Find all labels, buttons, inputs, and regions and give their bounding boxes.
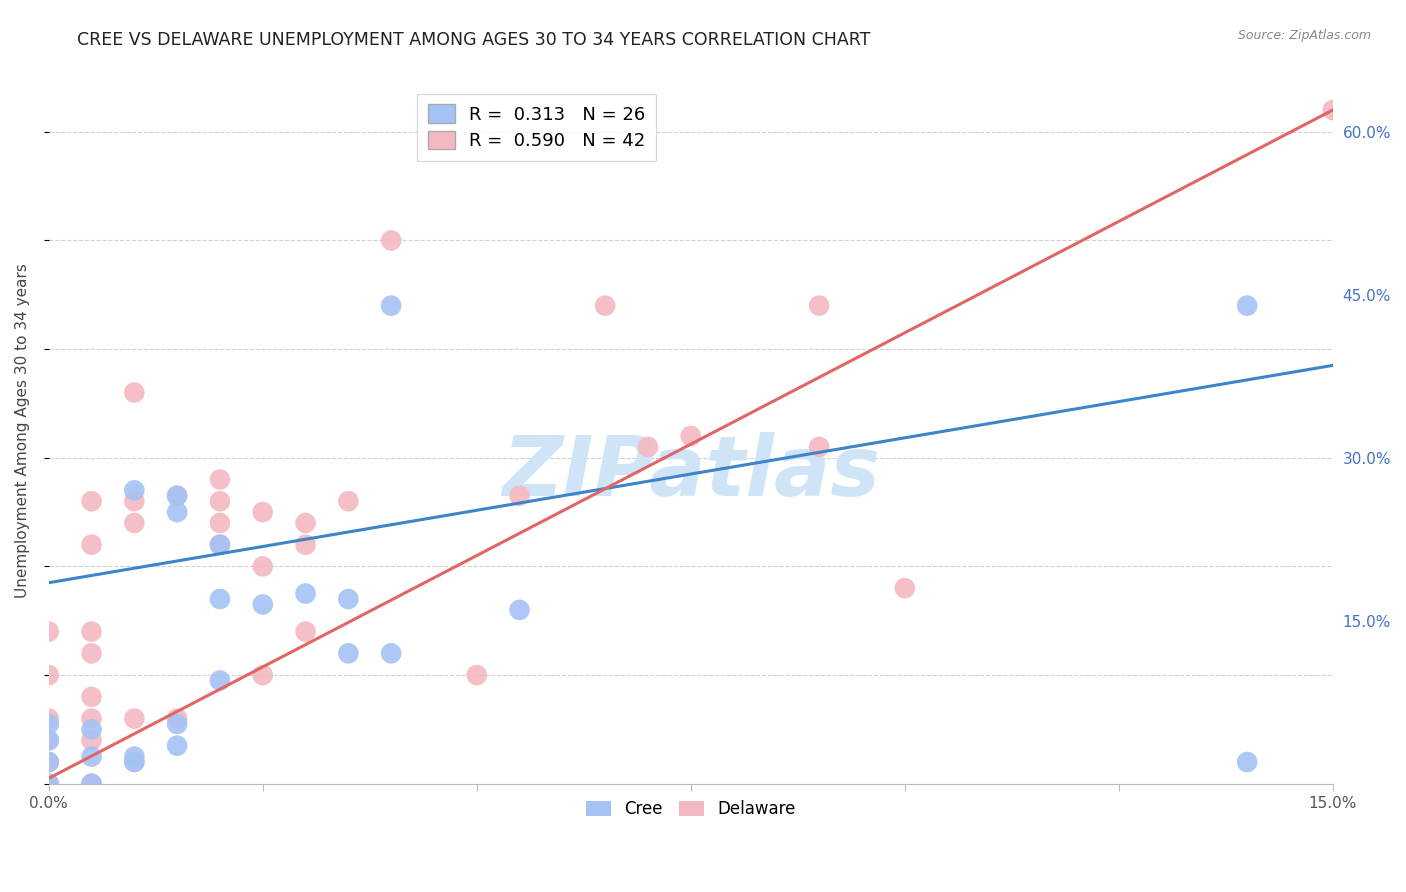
Point bbox=[80, 646, 103, 660]
Point bbox=[124, 516, 146, 530]
Point bbox=[166, 505, 188, 519]
Point bbox=[380, 299, 402, 313]
Point bbox=[337, 592, 360, 607]
Point bbox=[38, 717, 60, 731]
Point bbox=[166, 489, 188, 503]
Point bbox=[124, 749, 146, 764]
Point bbox=[679, 429, 702, 443]
Point bbox=[294, 538, 316, 552]
Point bbox=[894, 581, 917, 595]
Point bbox=[1236, 755, 1258, 769]
Point bbox=[808, 299, 831, 313]
Point bbox=[509, 489, 531, 503]
Point bbox=[80, 749, 103, 764]
Point bbox=[252, 598, 274, 612]
Point bbox=[38, 733, 60, 747]
Point bbox=[166, 717, 188, 731]
Point bbox=[38, 755, 60, 769]
Point bbox=[637, 440, 659, 454]
Point bbox=[80, 538, 103, 552]
Point bbox=[294, 516, 316, 530]
Text: ZIPatlas: ZIPatlas bbox=[502, 433, 880, 514]
Point bbox=[1236, 299, 1258, 313]
Point bbox=[208, 592, 231, 607]
Point bbox=[38, 777, 60, 791]
Point bbox=[124, 483, 146, 498]
Point bbox=[208, 494, 231, 508]
Text: Source: ZipAtlas.com: Source: ZipAtlas.com bbox=[1237, 29, 1371, 42]
Point bbox=[38, 733, 60, 747]
Point bbox=[38, 624, 60, 639]
Point bbox=[337, 646, 360, 660]
Point bbox=[80, 723, 103, 737]
Point bbox=[38, 712, 60, 726]
Y-axis label: Unemployment Among Ages 30 to 34 years: Unemployment Among Ages 30 to 34 years bbox=[15, 263, 30, 598]
Point bbox=[294, 586, 316, 600]
Point bbox=[124, 755, 146, 769]
Point bbox=[208, 516, 231, 530]
Point bbox=[208, 538, 231, 552]
Point bbox=[208, 538, 231, 552]
Point bbox=[1322, 103, 1344, 117]
Point bbox=[380, 234, 402, 248]
Point bbox=[593, 299, 616, 313]
Point bbox=[465, 668, 488, 682]
Point bbox=[509, 603, 531, 617]
Point bbox=[124, 494, 146, 508]
Point bbox=[124, 712, 146, 726]
Point bbox=[252, 559, 274, 574]
Point bbox=[166, 739, 188, 753]
Text: CREE VS DELAWARE UNEMPLOYMENT AMONG AGES 30 TO 34 YEARS CORRELATION CHART: CREE VS DELAWARE UNEMPLOYMENT AMONG AGES… bbox=[77, 31, 870, 49]
Point bbox=[294, 624, 316, 639]
Legend: Cree, Delaware: Cree, Delaware bbox=[579, 794, 803, 825]
Point bbox=[80, 777, 103, 791]
Point bbox=[80, 494, 103, 508]
Point bbox=[38, 755, 60, 769]
Point bbox=[252, 505, 274, 519]
Point bbox=[337, 494, 360, 508]
Point bbox=[380, 646, 402, 660]
Point bbox=[38, 777, 60, 791]
Point bbox=[80, 712, 103, 726]
Point bbox=[124, 385, 146, 400]
Point bbox=[80, 624, 103, 639]
Point bbox=[80, 690, 103, 704]
Point bbox=[252, 668, 274, 682]
Point bbox=[80, 777, 103, 791]
Point bbox=[80, 733, 103, 747]
Point bbox=[166, 489, 188, 503]
Point bbox=[38, 668, 60, 682]
Point bbox=[808, 440, 831, 454]
Point bbox=[124, 755, 146, 769]
Point bbox=[208, 673, 231, 688]
Point bbox=[208, 473, 231, 487]
Point bbox=[166, 712, 188, 726]
